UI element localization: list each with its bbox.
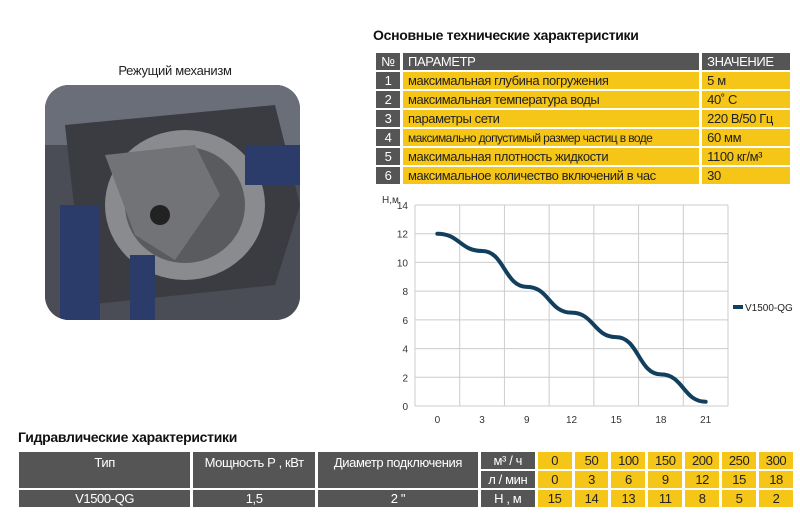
series-line-v1500-qg (435, 231, 708, 404)
header-type: Тип (19, 452, 191, 488)
x-tick-label: 18 (655, 415, 667, 426)
row-value: 40˚ С (702, 91, 790, 108)
table-row: 5 максимальная плотность жидкости 1100 кг/… (376, 148, 790, 165)
photo-caption: Режущий механизм (118, 63, 232, 78)
x-tick-label: 15 (611, 415, 623, 426)
table-row: 3 параметры сети 220 В/50 Гц (376, 110, 790, 127)
unit-lmin: л / мин (480, 471, 535, 488)
flow-lmin: 0 (537, 471, 572, 488)
row-param: максимальная плотность жидкости (403, 148, 700, 165)
unit-m3h: м³ / ч (480, 452, 535, 469)
header-parameter: ПАРАМЕТР (403, 53, 700, 70)
row-value: 30 (702, 167, 790, 184)
flow-m3h: 50 (574, 452, 609, 469)
table-row: 4 максимально допустимый размер частиц в … (376, 129, 790, 146)
y-tick-label: 4 (402, 345, 408, 356)
row-diameter: 2 " (318, 490, 478, 507)
head-value: 8 (685, 490, 720, 507)
specs-title: Основные технические характеристики (373, 27, 639, 43)
hydraulic-table: Тип Мощность Р , кВт Диаметр подключения… (16, 450, 796, 509)
flow-lmin: 3 (574, 471, 609, 488)
table-row: 6 максимальное количество включений в час… (376, 167, 790, 184)
head-value: 11 (648, 490, 683, 507)
flow-m3h: 200 (685, 452, 720, 469)
x-tick-label: 0 (435, 415, 441, 426)
row-value: 1100 кг/м³ (702, 148, 790, 165)
unit-head: Н , м (480, 490, 535, 507)
row-value: 5 м (702, 72, 790, 89)
y-tick-label: 12 (397, 230, 409, 241)
y-tick-label: 2 (402, 373, 408, 384)
flow-m3h: 300 (759, 452, 793, 469)
table-row: 1 максимальная глубина погружения 5 м (376, 72, 790, 89)
row-param: максимально допустимый размер частиц в в… (403, 129, 700, 146)
row-number: 5 (376, 148, 400, 165)
flow-m3h: 100 (611, 452, 646, 469)
hydraulic-title: Гидравлические характеристики (18, 429, 238, 445)
row-value: 60 мм (702, 129, 790, 146)
row-param: параметры сети (403, 110, 700, 127)
flow-m3h: 150 (648, 452, 683, 469)
row-number: 6 (376, 167, 400, 184)
flow-lmin: 9 (648, 471, 683, 488)
header-diameter: Диаметр подключения (318, 452, 478, 488)
flow-m3h: 250 (722, 452, 757, 469)
row-param: максимальная температура воды (403, 91, 700, 108)
header-power: Мощность Р , кВт (193, 452, 316, 488)
specs-table: № ПАРАМЕТР ЗНАЧЕНИЕ 1 максимальная глубин… (373, 51, 793, 186)
x-tick-label: 3 (479, 415, 485, 426)
specs-header-row: № ПАРАМЕТР ЗНАЧЕНИЕ (376, 53, 790, 70)
head-value: 13 (611, 490, 646, 507)
x-tick-label: 12 (566, 415, 578, 426)
row-param: максимальная глубина погружения (403, 72, 700, 89)
row-number: 3 (376, 110, 400, 127)
flow-lmin: 6 (611, 471, 646, 488)
flow-lmin: 12 (685, 471, 720, 488)
row-number: 2 (376, 91, 400, 108)
row-number: 1 (376, 72, 400, 89)
legend-label: V1500-QG (745, 303, 793, 314)
y-axis-label: Н,м (382, 195, 399, 206)
row-param: максимальное количество включений в час (403, 167, 700, 184)
y-tick-label: 6 (402, 316, 408, 327)
row-type: V1500-QG (19, 490, 191, 507)
flow-m3h: 0 (537, 452, 572, 469)
flow-lmin: 15 (722, 471, 757, 488)
x-tick-label: 9 (524, 415, 530, 426)
head-value: 15 (537, 490, 572, 507)
y-tick-label: 14 (397, 201, 409, 212)
row-value: 220 В/50 Гц (702, 110, 790, 127)
x-tick-label: 21 (700, 415, 712, 426)
head-value: 14 (574, 490, 609, 507)
row-number: 4 (376, 129, 400, 146)
table-row: 2 максимальная температура воды 40˚ С (376, 91, 790, 108)
table-row: V1500-QG 1,5 2 " Н , м 15 14 13 11 8 5 2 (19, 490, 793, 507)
head-value: 5 (722, 490, 757, 507)
header-value: ЗНАЧЕНИЕ (702, 53, 790, 70)
head-value: 2 (759, 490, 793, 507)
flow-lmin: 18 (759, 471, 793, 488)
row-power: 1,5 (193, 490, 316, 507)
pump-curve-chart: Н,м 0 2 4 6 8 10 12 14 0 3 9 12 15 18 21 V1500-QG (382, 195, 793, 426)
y-tick-label: 8 (402, 287, 408, 298)
header-number: № (376, 53, 400, 70)
y-tick-label: 10 (397, 258, 409, 269)
cutting-mechanism-photo (45, 85, 300, 320)
y-tick-label: 0 (402, 402, 408, 413)
